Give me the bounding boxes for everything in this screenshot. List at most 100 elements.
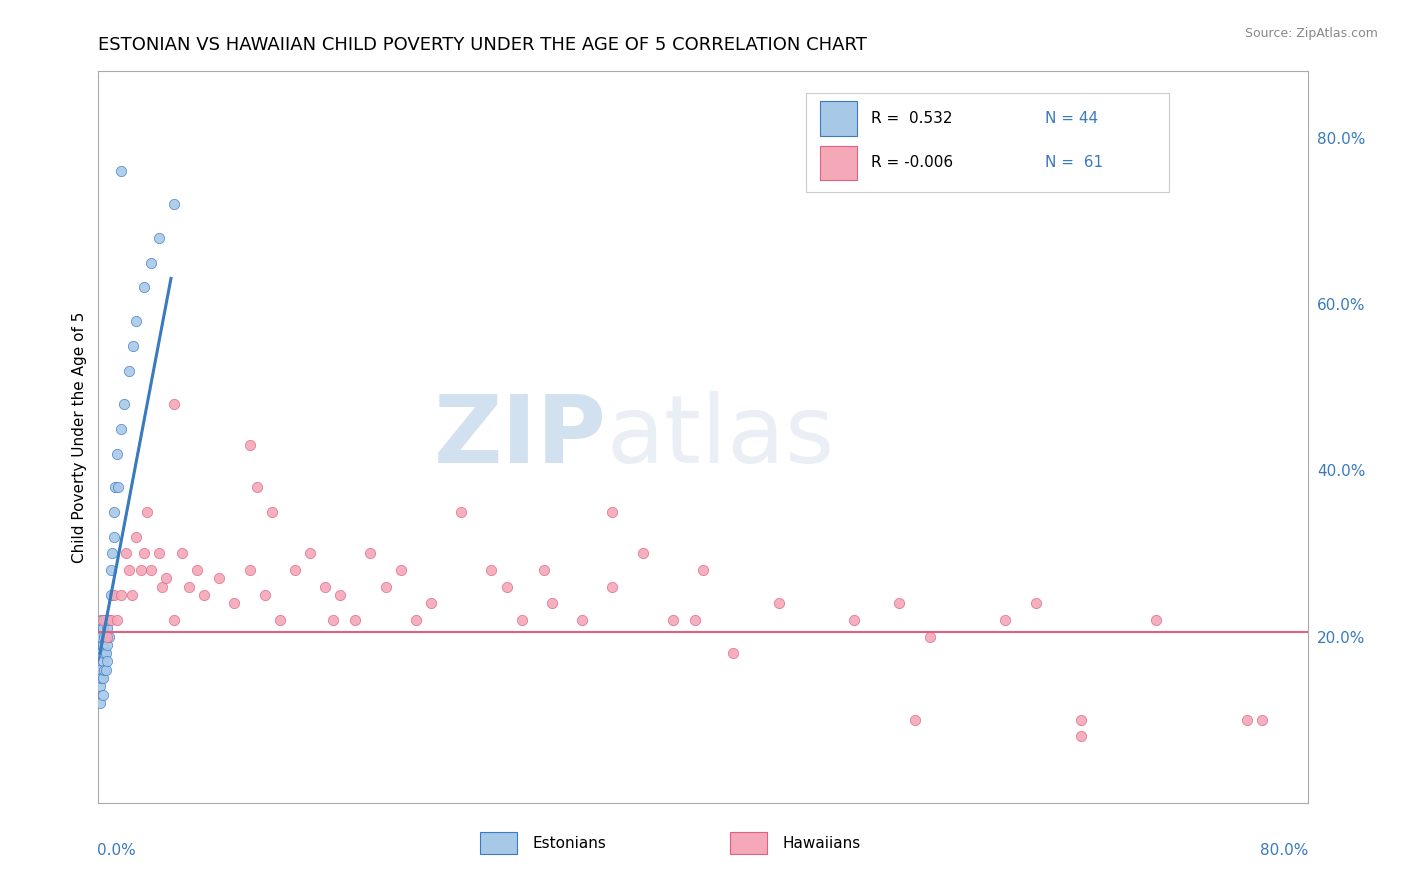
Point <box>129 563 152 577</box>
Point <box>1251 713 1274 727</box>
Point <box>661 613 683 627</box>
Point <box>148 546 170 560</box>
Point <box>768 596 790 610</box>
Point <box>692 563 714 577</box>
Point <box>91 688 114 702</box>
Point <box>533 563 555 577</box>
Point <box>91 638 114 652</box>
Text: Source: ZipAtlas.com: Source: ZipAtlas.com <box>1244 27 1378 40</box>
Point <box>889 596 911 610</box>
Point <box>89 663 111 677</box>
Point <box>253 588 276 602</box>
Point <box>91 621 114 635</box>
Point <box>374 580 396 594</box>
Point <box>314 580 336 594</box>
Point <box>239 563 262 577</box>
Point <box>299 546 322 560</box>
Point <box>105 447 128 461</box>
Point <box>481 563 503 577</box>
Point <box>685 613 707 627</box>
Point <box>96 630 118 644</box>
Point <box>90 671 112 685</box>
Point <box>89 646 111 660</box>
Point <box>540 596 562 610</box>
Point <box>239 438 262 452</box>
Point <box>96 621 118 635</box>
Point <box>96 655 118 669</box>
Point <box>132 546 155 560</box>
Point <box>93 646 115 660</box>
Point <box>141 563 163 577</box>
Point <box>91 613 114 627</box>
Point <box>103 530 125 544</box>
Point <box>100 563 122 577</box>
Point <box>94 663 117 677</box>
Point <box>94 613 117 627</box>
Text: 80.0%: 80.0% <box>1260 843 1309 858</box>
Point <box>510 613 533 627</box>
Point <box>262 505 284 519</box>
Point <box>994 613 1017 627</box>
Point <box>602 505 624 519</box>
Point <box>110 422 132 436</box>
Point <box>125 530 148 544</box>
Point <box>495 580 517 594</box>
Point <box>904 713 927 727</box>
Point <box>93 663 115 677</box>
Point <box>163 397 186 411</box>
Point <box>100 613 122 627</box>
Y-axis label: Child Poverty Under the Age of 5: Child Poverty Under the Age of 5 <box>72 311 87 563</box>
Point <box>1236 713 1258 727</box>
Text: atlas: atlas <box>606 391 835 483</box>
Point <box>360 546 382 560</box>
Point <box>193 588 215 602</box>
Point <box>90 646 112 660</box>
Point <box>89 696 111 710</box>
Point <box>122 338 145 352</box>
Point <box>224 596 246 610</box>
Point <box>94 646 117 660</box>
Point <box>90 613 112 627</box>
Point <box>1024 596 1046 610</box>
Point <box>1070 729 1092 743</box>
Point <box>96 638 118 652</box>
Point <box>112 397 135 411</box>
Point <box>1144 613 1167 627</box>
Point <box>107 480 129 494</box>
Point <box>322 613 344 627</box>
Text: 0.0%: 0.0% <box>97 843 136 858</box>
Point <box>269 613 291 627</box>
Point <box>103 505 125 519</box>
Point <box>110 588 132 602</box>
Point <box>420 596 443 610</box>
Point <box>344 613 367 627</box>
Point <box>121 588 143 602</box>
Point <box>141 255 163 269</box>
Point <box>118 363 141 377</box>
Point <box>98 630 121 644</box>
Point <box>101 546 124 560</box>
Point <box>450 505 472 519</box>
Point <box>114 546 136 560</box>
Point <box>1070 713 1092 727</box>
Point <box>93 613 115 627</box>
Point <box>125 314 148 328</box>
Point <box>246 480 269 494</box>
Point <box>389 563 412 577</box>
Point <box>405 613 427 627</box>
Point <box>179 580 201 594</box>
Point <box>186 563 208 577</box>
Point <box>163 197 186 211</box>
Point <box>284 563 307 577</box>
Point <box>208 571 231 585</box>
Point <box>170 546 193 560</box>
Point <box>98 613 121 627</box>
Point <box>105 613 128 627</box>
Point <box>103 588 125 602</box>
Point <box>110 164 132 178</box>
Text: ZIP: ZIP <box>433 391 606 483</box>
Text: ESTONIAN VS HAWAIIAN CHILD POVERTY UNDER THE AGE OF 5 CORRELATION CHART: ESTONIAN VS HAWAIIAN CHILD POVERTY UNDER… <box>98 36 868 54</box>
Point <box>918 630 941 644</box>
Point <box>104 480 127 494</box>
Point <box>631 546 654 560</box>
